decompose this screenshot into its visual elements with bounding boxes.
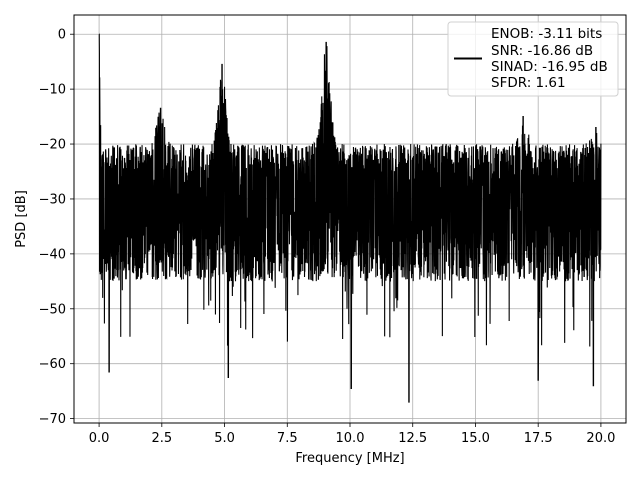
x-axis-label: Frequency [MHz] — [295, 451, 404, 466]
x-tick-label: 10.0 — [336, 431, 365, 446]
legend-line-sinad: SINAD: -16.95 dB — [491, 59, 608, 75]
y-tick-label: −20 — [39, 138, 66, 153]
x-tick-label: 12.5 — [398, 431, 427, 446]
x-tick-label: 5.0 — [214, 431, 235, 446]
y-tick-label: −30 — [39, 192, 66, 207]
x-tick-label: 15.0 — [461, 431, 490, 446]
x-tick-label: 7.5 — [277, 431, 298, 446]
y-tick-label: −70 — [39, 412, 66, 427]
y-tick-label: −50 — [39, 302, 66, 317]
legend-line-sfdr: SFDR: 1.61 — [491, 75, 566, 91]
y-tick-label: −60 — [39, 357, 66, 372]
x-axis-ticks: 0.0 2.5 5.0 7.5 10.0 12.5 15.0 17.5 20.0 — [89, 423, 615, 446]
y-tick-label: −10 — [39, 83, 66, 98]
psd-trace — [98, 33, 602, 403]
psd-series-line — [98, 33, 602, 403]
legend: ENOB: -3.11 bits SNR: -16.86 dB SINAD: -… — [447, 21, 619, 97]
x-tick-label: 20.0 — [586, 431, 615, 446]
legend-box — [447, 21, 619, 97]
x-tick-label: 0.0 — [89, 431, 110, 446]
y-tick-label: 0 — [58, 28, 66, 43]
legend-line-enob: ENOB: -3.11 bits — [491, 26, 602, 42]
y-tick-label: −40 — [39, 247, 66, 262]
legend-line-snr: SNR: -16.86 dB — [491, 43, 593, 59]
y-axis-label: PSD [dB] — [14, 190, 29, 248]
x-tick-label: 17.5 — [524, 431, 553, 446]
x-tick-label: 2.5 — [151, 431, 172, 446]
y-axis-ticks: 0 −10 −20 −30 −40 −50 −60 −70 — [39, 28, 74, 427]
